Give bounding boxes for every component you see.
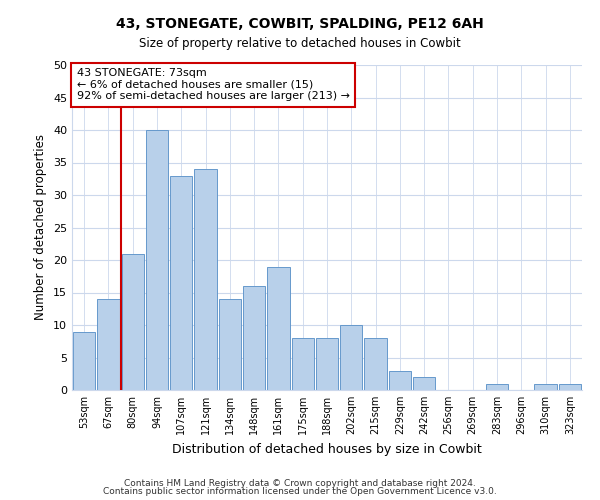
Bar xyxy=(146,130,168,390)
Bar xyxy=(218,299,241,390)
Bar xyxy=(559,384,581,390)
Bar xyxy=(292,338,314,390)
Bar xyxy=(243,286,265,390)
Bar xyxy=(340,325,362,390)
Y-axis label: Number of detached properties: Number of detached properties xyxy=(34,134,47,320)
Text: Size of property relative to detached houses in Cowbit: Size of property relative to detached ho… xyxy=(139,38,461,51)
Bar xyxy=(194,169,217,390)
Bar xyxy=(364,338,387,390)
Bar xyxy=(389,370,411,390)
Bar xyxy=(73,332,95,390)
Text: 43, STONEGATE, COWBIT, SPALDING, PE12 6AH: 43, STONEGATE, COWBIT, SPALDING, PE12 6A… xyxy=(116,18,484,32)
Bar xyxy=(535,384,557,390)
Text: Contains public sector information licensed under the Open Government Licence v3: Contains public sector information licen… xyxy=(103,487,497,496)
Text: 43 STONEGATE: 73sqm
← 6% of detached houses are smaller (15)
92% of semi-detache: 43 STONEGATE: 73sqm ← 6% of detached hou… xyxy=(77,68,350,102)
Text: Contains HM Land Registry data © Crown copyright and database right 2024.: Contains HM Land Registry data © Crown c… xyxy=(124,478,476,488)
Bar xyxy=(413,377,436,390)
X-axis label: Distribution of detached houses by size in Cowbit: Distribution of detached houses by size … xyxy=(172,442,482,456)
Bar xyxy=(316,338,338,390)
Bar xyxy=(267,266,290,390)
Bar xyxy=(97,299,119,390)
Bar xyxy=(170,176,193,390)
Bar xyxy=(122,254,144,390)
Bar xyxy=(486,384,508,390)
